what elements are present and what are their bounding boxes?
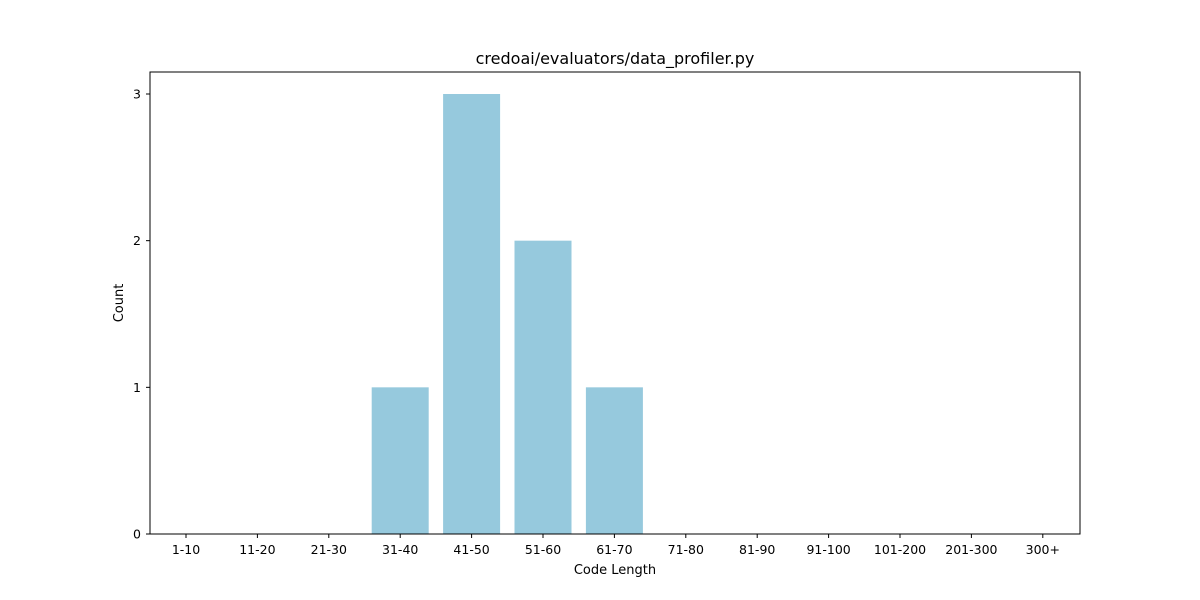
x-tick-label: 11-20 [239, 542, 275, 557]
bar-61-70 [585, 387, 643, 534]
y-tick-label: 3 [133, 87, 141, 102]
y-tick-label: 2 [133, 233, 141, 248]
plot-frame [149, 71, 1081, 535]
chart-title: credoai/evaluators/data_profiler.py [476, 49, 755, 69]
x-axis: 1-10 11-20 21-30 31-40 41-50 51-60 61-70 71-80 8… [172, 534, 1060, 557]
x-tick-label: 201-300 [945, 542, 997, 557]
bar-31-40 [371, 387, 429, 534]
x-tick-label: 61-70 [596, 542, 632, 557]
y-tick-label: 0 [133, 527, 141, 542]
x-tick-label: 81-90 [739, 542, 775, 557]
x-tick-label: 71-80 [668, 542, 704, 557]
x-tick-label: 101-200 [874, 542, 926, 557]
x-tick-label: 51-60 [525, 542, 561, 557]
x-tick-label: 91-100 [806, 542, 850, 557]
x-tick-label: 1-10 [172, 542, 200, 557]
x-axis-label: Code Length [574, 563, 656, 578]
y-axis-label: Count [112, 284, 127, 323]
x-tick-label: 41-50 [453, 542, 489, 557]
y-axis: 0 1 2 3 [133, 87, 150, 542]
x-tick-label: 31-40 [382, 542, 418, 557]
bars-group [371, 94, 643, 534]
x-tick-label: 300+ [1026, 542, 1060, 557]
bar-51-60 [514, 240, 572, 534]
y-tick-label: 1 [133, 380, 141, 395]
bar-41-50 [443, 94, 501, 534]
x-tick-label: 21-30 [311, 542, 347, 557]
